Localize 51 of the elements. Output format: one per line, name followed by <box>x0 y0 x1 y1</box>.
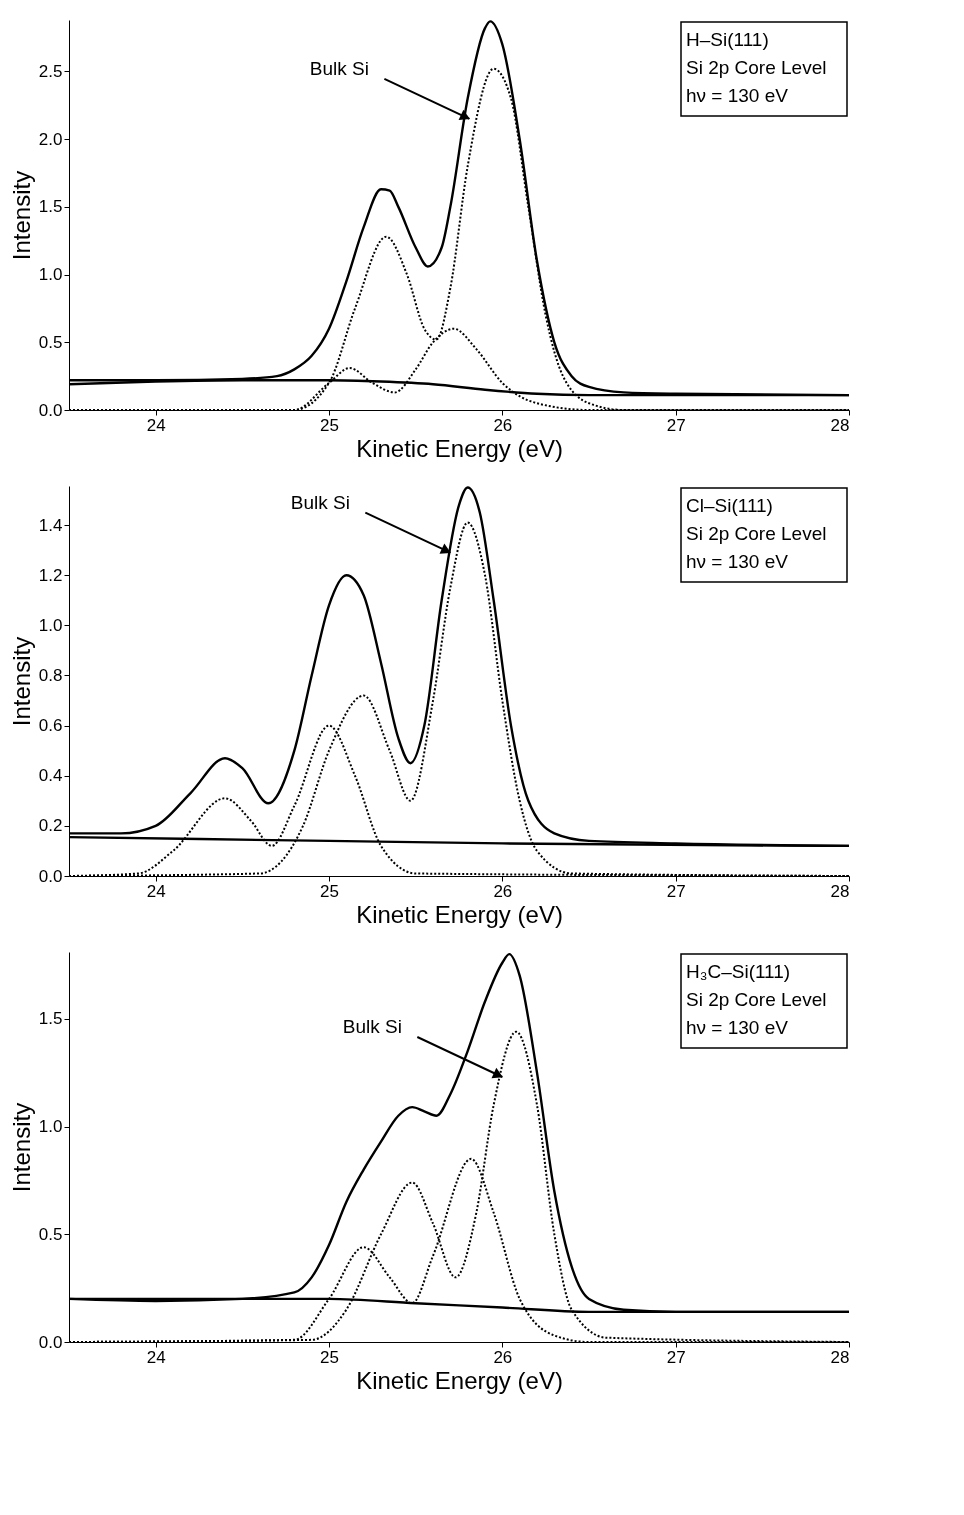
y-tick-label: 0.5 <box>38 1224 63 1244</box>
annotation: hν = 130 eV <box>686 551 789 572</box>
y-axis-title: Intensity <box>7 636 35 727</box>
y-tick-label: 0.0 <box>38 866 63 886</box>
annotation: Bulk Si <box>342 1015 402 1037</box>
annotation: Si 2p Core Level <box>686 57 827 78</box>
annotation: Bulk Si <box>290 491 350 513</box>
annotation: Cl–Si(111) <box>686 495 773 516</box>
x-tick-label: 25 <box>320 415 339 435</box>
annotation: H₃C–Si(111) <box>686 961 791 982</box>
x-tick-label: 27 <box>666 1347 686 1367</box>
annotation: hν = 130 eV <box>686 85 789 106</box>
y-tick-label: 1.2 <box>38 565 63 585</box>
y-tick-label: 2.5 <box>38 61 63 81</box>
y-tick-label: 1.0 <box>38 1117 63 1137</box>
x-tick-label: 25 <box>320 881 339 901</box>
y-tick-label: 1.0 <box>38 615 63 635</box>
x-tick-label: 26 <box>493 1347 513 1367</box>
annotation: Si 2p Core Level <box>686 523 827 544</box>
x-tick-label: 24 <box>146 415 166 435</box>
y-tick-label: 0.2 <box>38 816 63 836</box>
x-tick-label: 27 <box>666 881 686 901</box>
y-axis-title: Intensity <box>7 1102 35 1193</box>
x-tick-label: 26 <box>493 881 513 901</box>
annotation: Bulk Si <box>309 57 369 79</box>
x-tick-label: 28 <box>830 415 850 435</box>
annotation: Si 2p Core Level <box>686 989 827 1010</box>
y-tick-label: 0.4 <box>38 766 63 786</box>
y-tick-label: 0.0 <box>38 400 63 420</box>
y-tick-label: 1.4 <box>38 515 63 535</box>
y-tick-label: 1.5 <box>38 1009 63 1029</box>
annotation: H–Si(111) <box>686 29 769 50</box>
y-tick-label: 1.5 <box>38 197 63 217</box>
y-tick-label: 2.0 <box>38 129 63 149</box>
x-tick-label: 28 <box>830 1347 850 1367</box>
x-axis-title: Kinetic Energy (eV) <box>356 900 563 928</box>
x-tick-label: 27 <box>666 415 686 435</box>
x-tick-label: 24 <box>146 881 166 901</box>
x-tick-label: 25 <box>320 1347 339 1367</box>
x-axis-title: Kinetic Energy (eV) <box>356 434 563 462</box>
annotation: hν = 130 eV <box>686 1017 789 1038</box>
x-tick-label: 26 <box>493 415 513 435</box>
y-tick-label: 0.6 <box>38 716 63 736</box>
x-tick-label: 24 <box>146 1347 166 1367</box>
y-tick-label: 0.8 <box>38 665 63 685</box>
y-tick-label: 1.0 <box>38 265 63 285</box>
y-axis-title: Intensity <box>7 170 35 261</box>
y-tick-label: 0.0 <box>38 1332 63 1352</box>
x-axis-title: Kinetic Energy (eV) <box>356 1366 563 1394</box>
x-tick-label: 28 <box>830 881 850 901</box>
y-tick-label: 0.5 <box>38 332 63 352</box>
